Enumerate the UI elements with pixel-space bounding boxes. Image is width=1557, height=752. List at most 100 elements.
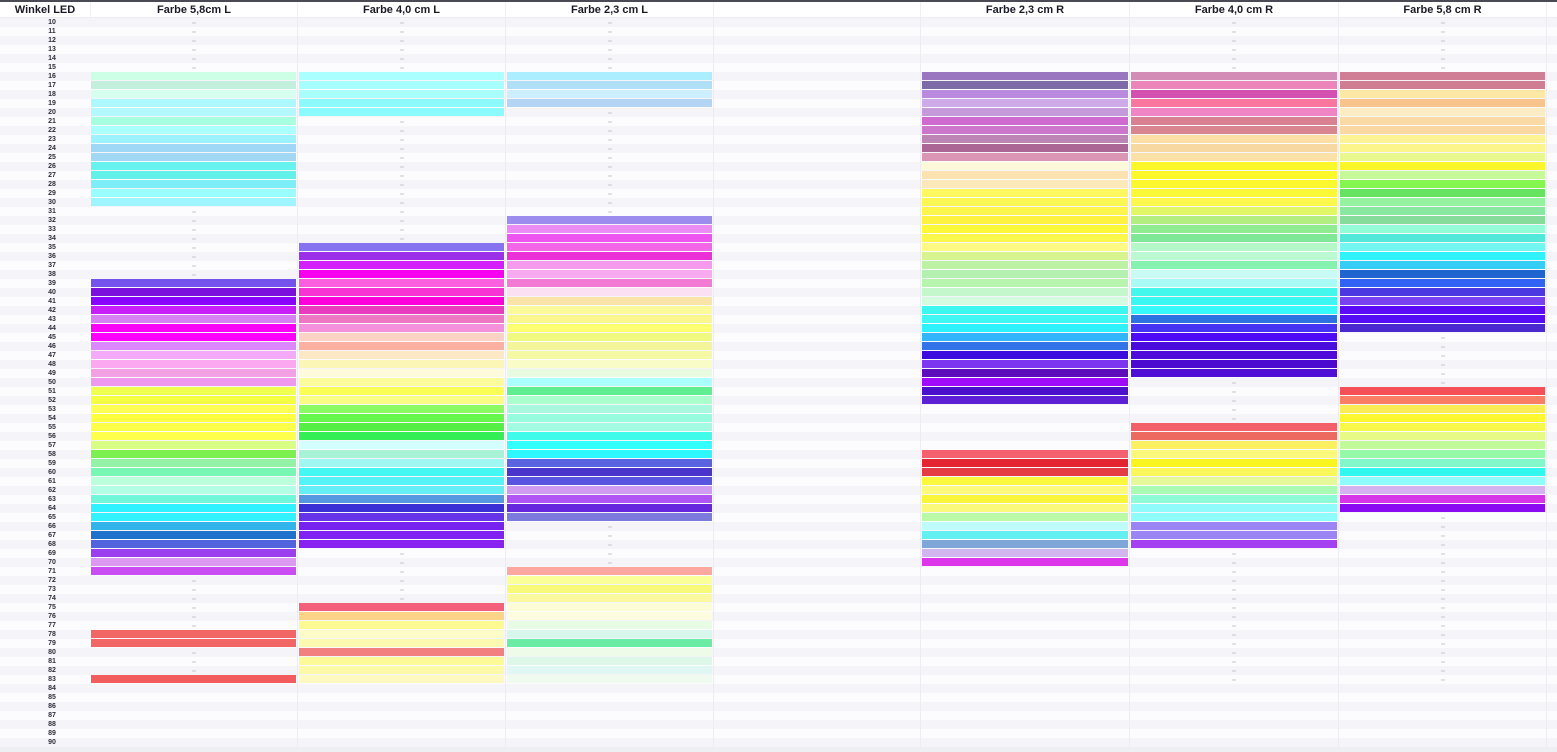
cell-farbe-58-l[interactable] <box>90 531 297 540</box>
cell-farbe-23-l[interactable] <box>505 666 713 675</box>
cell-farbe-23-r[interactable] <box>920 360 1129 369</box>
cell-farbe-58-r[interactable] <box>1338 630 1546 639</box>
cell-farbe-40-r[interactable] <box>1129 225 1338 234</box>
cell-farbe-40-l[interactable] <box>297 666 505 675</box>
cell-farbe-58-r[interactable] <box>1338 648 1546 657</box>
cell-farbe-58-r[interactable] <box>1338 252 1546 261</box>
cell-farbe-23-r[interactable] <box>920 396 1129 405</box>
cell-farbe-23-l[interactable] <box>505 405 713 414</box>
cell-farbe-58-l[interactable] <box>90 315 297 324</box>
cell-farbe-58-l[interactable] <box>90 567 297 576</box>
cell-farbe-58-r[interactable] <box>1338 684 1546 693</box>
cell-farbe-40-r[interactable] <box>1129 702 1338 711</box>
cell-farbe-58-l[interactable] <box>90 729 297 738</box>
cell-farbe-40-l[interactable] <box>297 711 505 720</box>
cell-farbe-58-r[interactable] <box>1338 531 1546 540</box>
cell-farbe-23-r[interactable] <box>920 459 1129 468</box>
cell-farbe-58-l[interactable] <box>90 504 297 513</box>
cell-farbe-58-r[interactable] <box>1338 702 1546 711</box>
cell-farbe-23-l[interactable] <box>505 63 713 72</box>
cell-farbe-23-r[interactable] <box>920 315 1129 324</box>
cell-farbe-23-r[interactable] <box>920 216 1129 225</box>
cell-farbe-58-l[interactable] <box>90 117 297 126</box>
cell-farbe-58-l[interactable] <box>90 45 297 54</box>
cell-farbe-23-r[interactable] <box>920 387 1129 396</box>
cell-farbe-58-l[interactable] <box>90 585 297 594</box>
cell-farbe-58-l[interactable] <box>90 513 297 522</box>
cell-farbe-23-l[interactable] <box>505 144 713 153</box>
cell-farbe-58-r[interactable] <box>1338 639 1546 648</box>
cell-farbe-40-r[interactable] <box>1129 558 1338 567</box>
cell-farbe-58-r[interactable] <box>1338 162 1546 171</box>
cell-farbe-40-l[interactable] <box>297 63 505 72</box>
cell-farbe-58-r[interactable] <box>1338 693 1546 702</box>
cell-farbe-58-r[interactable] <box>1338 333 1546 342</box>
cell-farbe-40-r[interactable] <box>1129 162 1338 171</box>
cell-farbe-23-r[interactable] <box>920 279 1129 288</box>
cell-farbe-58-r[interactable] <box>1338 72 1546 81</box>
cell-farbe-23-r[interactable] <box>920 702 1129 711</box>
cell-farbe-40-l[interactable] <box>297 576 505 585</box>
cell-farbe-23-r[interactable] <box>920 270 1129 279</box>
cell-farbe-58-r[interactable] <box>1338 99 1546 108</box>
cell-farbe-23-l[interactable] <box>505 81 713 90</box>
cell-farbe-40-r[interactable] <box>1129 405 1338 414</box>
cell-farbe-40-r[interactable] <box>1129 99 1338 108</box>
cell-farbe-58-r[interactable] <box>1338 675 1546 684</box>
cell-farbe-23-r[interactable] <box>920 414 1129 423</box>
cell-farbe-58-r[interactable] <box>1338 234 1546 243</box>
cell-farbe-23-r[interactable] <box>920 657 1129 666</box>
cell-farbe-23-l[interactable] <box>505 441 713 450</box>
cell-farbe-58-l[interactable] <box>90 369 297 378</box>
cell-farbe-58-l[interactable] <box>90 54 297 63</box>
cell-farbe-23-l[interactable] <box>505 495 713 504</box>
cell-farbe-23-r[interactable] <box>920 666 1129 675</box>
cell-farbe-58-r[interactable] <box>1338 450 1546 459</box>
cell-farbe-23-r[interactable] <box>920 297 1129 306</box>
cell-farbe-23-r[interactable] <box>920 639 1129 648</box>
cell-farbe-58-r[interactable] <box>1338 522 1546 531</box>
cell-farbe-23-l[interactable] <box>505 18 713 27</box>
cell-farbe-40-l[interactable] <box>297 387 505 396</box>
cell-farbe-40-r[interactable] <box>1129 540 1338 549</box>
cell-farbe-58-l[interactable] <box>90 711 297 720</box>
cell-farbe-23-l[interactable] <box>505 459 713 468</box>
cell-farbe-23-r[interactable] <box>920 594 1129 603</box>
cell-farbe-58-r[interactable] <box>1338 81 1546 90</box>
cell-farbe-58-l[interactable] <box>90 495 297 504</box>
cell-farbe-58-r[interactable] <box>1338 657 1546 666</box>
cell-farbe-40-r[interactable] <box>1129 396 1338 405</box>
cell-farbe-23-l[interactable] <box>505 729 713 738</box>
cell-farbe-58-r[interactable] <box>1338 603 1546 612</box>
cell-farbe-40-l[interactable] <box>297 738 505 747</box>
cell-farbe-58-l[interactable] <box>90 738 297 747</box>
cell-farbe-23-l[interactable] <box>505 450 713 459</box>
cell-farbe-58-r[interactable] <box>1338 558 1546 567</box>
cell-farbe-23-l[interactable] <box>505 153 713 162</box>
cell-farbe-40-r[interactable] <box>1129 36 1338 45</box>
cell-farbe-58-r[interactable] <box>1338 144 1546 153</box>
cell-farbe-58-l[interactable] <box>90 144 297 153</box>
cell-farbe-58-r[interactable] <box>1338 171 1546 180</box>
cell-farbe-58-r[interactable] <box>1338 180 1546 189</box>
cell-farbe-40-l[interactable] <box>297 333 505 342</box>
cell-farbe-23-r[interactable] <box>920 648 1129 657</box>
cell-farbe-58-r[interactable] <box>1338 576 1546 585</box>
cell-farbe-23-l[interactable] <box>505 126 713 135</box>
cell-farbe-40-r[interactable] <box>1129 387 1338 396</box>
cell-farbe-23-l[interactable] <box>505 423 713 432</box>
cell-farbe-58-l[interactable] <box>90 549 297 558</box>
cell-farbe-23-l[interactable] <box>505 252 713 261</box>
cell-farbe-58-l[interactable] <box>90 648 297 657</box>
cell-farbe-40-r[interactable] <box>1129 108 1338 117</box>
cell-farbe-40-r[interactable] <box>1129 378 1338 387</box>
cell-farbe-23-l[interactable] <box>505 270 713 279</box>
cell-farbe-40-r[interactable] <box>1129 585 1338 594</box>
cell-farbe-40-r[interactable] <box>1129 657 1338 666</box>
cell-farbe-23-l[interactable] <box>505 675 713 684</box>
cell-farbe-40-l[interactable] <box>297 306 505 315</box>
cell-farbe-40-r[interactable] <box>1129 441 1338 450</box>
cell-farbe-40-l[interactable] <box>297 54 505 63</box>
cell-farbe-58-l[interactable] <box>90 90 297 99</box>
cell-farbe-23-r[interactable] <box>920 54 1129 63</box>
